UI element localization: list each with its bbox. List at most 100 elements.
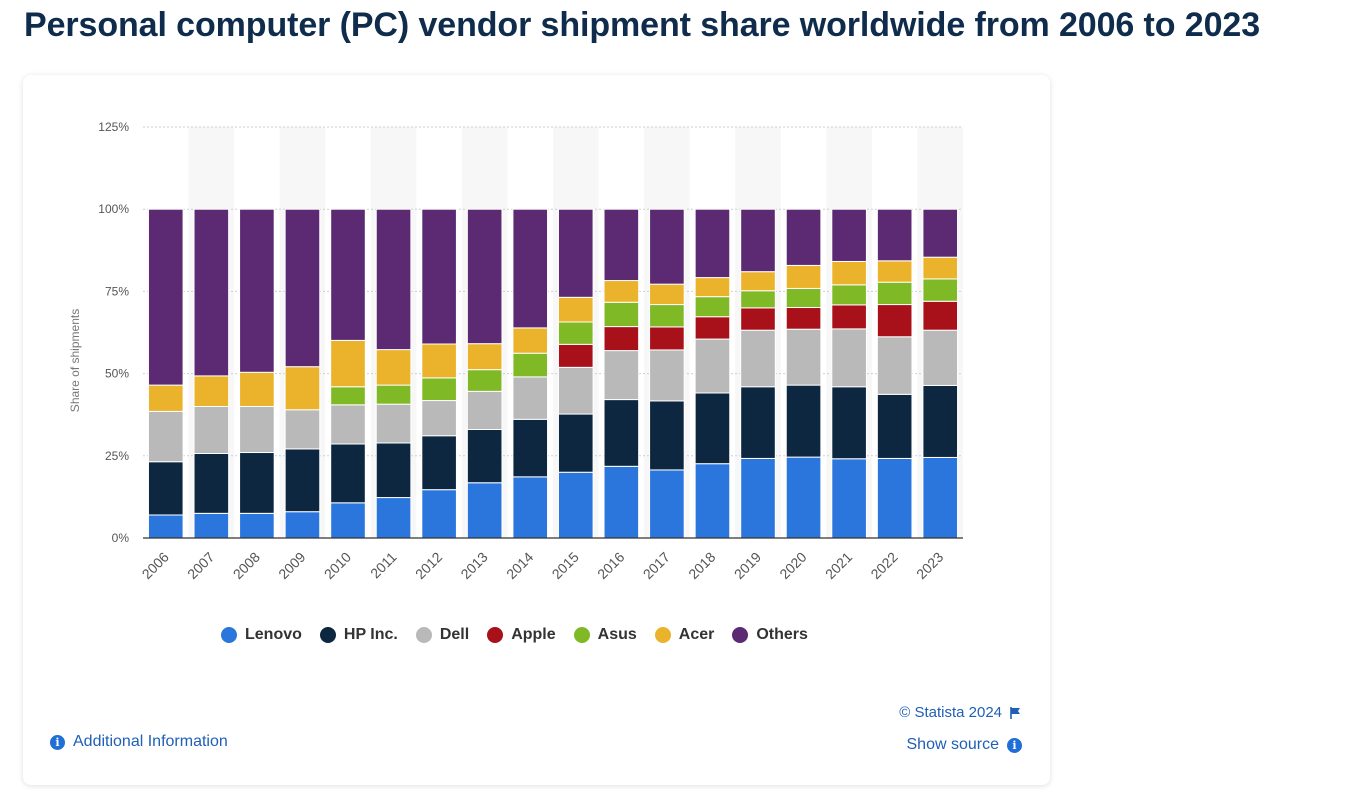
bar-segment-acer[interactable] <box>831 260 867 286</box>
bar-segment-lenovo[interactable] <box>603 465 640 539</box>
bar-segment-lenovo[interactable] <box>512 476 549 539</box>
bar-segment-dell[interactable] <box>147 410 184 463</box>
bar-segment-hp-inc[interactable] <box>330 443 366 504</box>
bar-segment-hp-inc[interactable] <box>922 384 959 458</box>
bar-segment-lenovo[interactable] <box>147 514 184 539</box>
bar-segment-others[interactable] <box>466 208 503 345</box>
bar-segment-lenovo[interactable] <box>922 456 959 539</box>
bar-segment-asus[interactable] <box>922 278 959 302</box>
bar-segment-hp-inc[interactable] <box>694 392 731 465</box>
bar-segment-dell[interactable] <box>421 400 457 437</box>
bar-segment-lenovo[interactable] <box>239 512 275 539</box>
bar-segment-acer[interactable] <box>740 271 776 292</box>
bar-segment-others[interactable] <box>284 208 321 368</box>
bar-segment-others[interactable] <box>649 208 685 285</box>
bar-segment-apple[interactable] <box>876 304 913 338</box>
bar-segment-acer[interactable] <box>649 283 685 306</box>
bar-segment-acer[interactable] <box>193 375 230 407</box>
bar-segment-asus[interactable] <box>740 290 776 309</box>
bar-segment-apple[interactable] <box>694 316 731 340</box>
bar-segment-hp-inc[interactable] <box>284 448 321 513</box>
bar-segment-acer[interactable] <box>694 277 731 298</box>
bar-segment-dell[interactable] <box>512 376 549 420</box>
bar-segment-asus[interactable] <box>421 377 457 402</box>
bar-segment-others[interactable] <box>147 208 184 386</box>
bar-segment-apple[interactable] <box>557 343 594 368</box>
bar-segment-hp-inc[interactable] <box>557 413 594 473</box>
legend-item-dell[interactable]: Dell <box>415 626 469 644</box>
bar-segment-hp-inc[interactable] <box>831 386 867 460</box>
bar-segment-dell[interactable] <box>284 409 321 450</box>
bar-segment-asus[interactable] <box>694 296 731 318</box>
legend-item-acer[interactable]: Acer <box>654 626 714 644</box>
bar-segment-lenovo[interactable] <box>284 511 321 539</box>
bar-segment-others[interactable] <box>694 208 731 279</box>
bar-segment-acer[interactable] <box>876 260 913 283</box>
bar-segment-hp-inc[interactable] <box>740 386 776 459</box>
bar-segment-others[interactable] <box>922 208 959 258</box>
bar-segment-others[interactable] <box>193 208 230 377</box>
bar-segment-hp-inc[interactable] <box>603 399 640 467</box>
bar-segment-others[interactable] <box>603 208 640 282</box>
bar-segment-dell[interactable] <box>239 405 275 454</box>
bar-segment-dell[interactable] <box>466 390 503 430</box>
bar-segment-hp-inc[interactable] <box>239 452 275 514</box>
bar-segment-lenovo[interactable] <box>876 457 913 539</box>
bar-segment-acer[interactable] <box>512 327 549 354</box>
flag-icon[interactable] <box>1010 706 1021 719</box>
bar-segment-lenovo[interactable] <box>375 497 412 539</box>
bar-segment-asus[interactable] <box>330 386 366 406</box>
bar-segment-acer[interactable] <box>330 339 366 388</box>
bar-segment-dell[interactable] <box>694 338 731 394</box>
bar-segment-apple[interactable] <box>740 307 776 331</box>
bar-segment-dell[interactable] <box>831 328 867 388</box>
bar-segment-acer[interactable] <box>785 264 822 289</box>
bar-segment-lenovo[interactable] <box>694 463 731 539</box>
bar-segment-apple[interactable] <box>922 300 959 331</box>
bar-segment-dell[interactable] <box>922 329 959 386</box>
bar-segment-asus[interactable] <box>375 384 412 405</box>
bar-segment-lenovo[interactable] <box>330 502 366 539</box>
bar-segment-hp-inc[interactable] <box>785 384 822 458</box>
bar-segment-acer[interactable] <box>239 371 275 407</box>
bar-segment-acer[interactable] <box>466 343 503 371</box>
bar-segment-lenovo[interactable] <box>831 458 867 539</box>
bar-segment-hp-inc[interactable] <box>421 435 457 491</box>
bar-segment-asus[interactable] <box>785 287 822 309</box>
statista-credit[interactable]: © Statista 2024 <box>899 704 1021 721</box>
bar-segment-others[interactable] <box>375 208 412 351</box>
bar-segment-acer[interactable] <box>603 280 640 303</box>
bar-segment-others[interactable] <box>785 208 822 266</box>
bar-segment-asus[interactable] <box>466 369 503 392</box>
bar-segment-dell[interactable] <box>375 403 412 444</box>
bar-segment-hp-inc[interactable] <box>512 418 549 478</box>
legend-item-lenovo[interactable]: Lenovo <box>221 626 302 644</box>
bar-segment-others[interactable] <box>421 208 457 345</box>
bar-segment-others[interactable] <box>512 208 549 329</box>
bar-segment-lenovo[interactable] <box>785 456 822 539</box>
bar-segment-others[interactable] <box>740 208 776 273</box>
show-source-link[interactable]: Show source i <box>907 736 1022 754</box>
bar-segment-lenovo[interactable] <box>466 482 503 539</box>
bar-segment-hp-inc[interactable] <box>466 428 503 484</box>
bar-segment-hp-inc[interactable] <box>193 452 230 514</box>
bar-segment-dell[interactable] <box>330 404 366 445</box>
bar-segment-lenovo[interactable] <box>740 457 776 539</box>
bar-segment-asus[interactable] <box>557 321 594 345</box>
bar-segment-lenovo[interactable] <box>421 489 457 539</box>
legend-item-apple[interactable]: Apple <box>487 626 556 644</box>
bar-segment-acer[interactable] <box>284 366 321 411</box>
bar-segment-others[interactable] <box>876 208 913 262</box>
bar-segment-dell[interactable] <box>876 336 913 395</box>
bar-segment-acer[interactable] <box>421 343 457 379</box>
legend-item-hp-inc[interactable]: HP Inc. <box>319 626 398 644</box>
bar-segment-lenovo[interactable] <box>193 512 230 539</box>
bar-segment-apple[interactable] <box>831 304 867 330</box>
bar-segment-hp-inc[interactable] <box>375 442 412 499</box>
bar-segment-others[interactable] <box>831 208 867 262</box>
legend-item-asus[interactable]: Asus <box>573 626 637 644</box>
legend-item-others[interactable]: Others <box>732 626 808 644</box>
bar-segment-asus[interactable] <box>876 281 913 306</box>
bar-segment-dell[interactable] <box>785 328 822 386</box>
bar-segment-asus[interactable] <box>603 301 640 328</box>
